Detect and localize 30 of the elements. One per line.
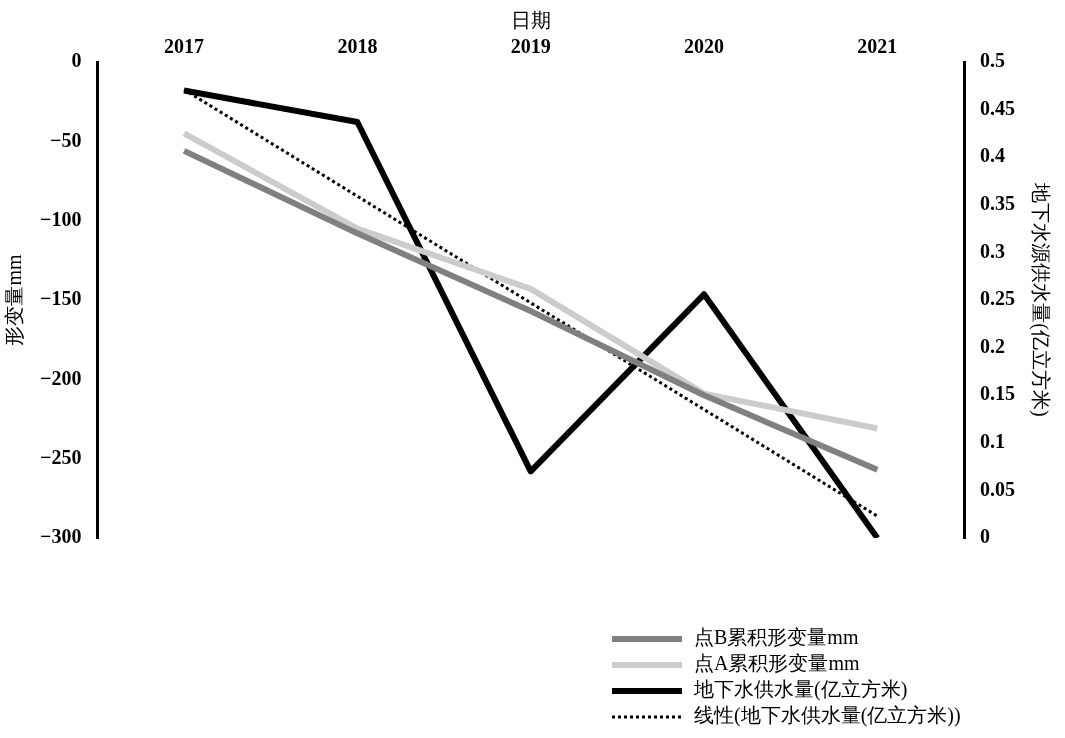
y2-tick-label: 0.15 xyxy=(980,382,1015,405)
y-tick-label: −50 xyxy=(49,128,82,151)
x-tick-label: 2020 xyxy=(684,35,725,58)
legend-label: 点A累积形变量mm xyxy=(694,652,860,675)
legend-label: 点B累积形变量mm xyxy=(694,626,859,649)
y2-axis-title: 地下水源供水量(亿立方米) xyxy=(1028,182,1052,417)
y-tick-label: −250 xyxy=(39,445,82,468)
y2-tick-label: 0.35 xyxy=(980,191,1015,214)
y2-tick-label: 0.05 xyxy=(980,477,1015,500)
x-axis-title: 日期 xyxy=(510,9,551,32)
y2-tick-label: 0.45 xyxy=(980,96,1015,119)
y2-tick-label: 0.1 xyxy=(980,429,1005,452)
y-axis-title: 形变量mm xyxy=(3,254,26,346)
x-tick-label: 2019 xyxy=(510,35,551,58)
y-tick-label: 0 xyxy=(71,49,82,72)
y2-tick-label: 0.4 xyxy=(980,144,1005,167)
y2-tick-label: 0.5 xyxy=(980,49,1005,72)
y2-tick-label: 0.25 xyxy=(980,287,1015,310)
y-tick-label: −100 xyxy=(39,207,82,230)
y2-tick-label: 0 xyxy=(980,525,990,548)
y2-tick-label: 0.2 xyxy=(980,334,1005,357)
x-tick-label: 2017 xyxy=(164,35,205,58)
y2-tick-label: 0.3 xyxy=(980,239,1005,262)
y-tick-label: −300 xyxy=(39,525,82,548)
legend-label: 线性(地下水供水量(亿立方米)) xyxy=(694,704,961,728)
x-tick-label: 2018 xyxy=(337,35,378,58)
y-tick-label: −200 xyxy=(39,366,82,389)
x-tick-label: 2021 xyxy=(857,35,898,58)
legend-label: 地下水供水量(亿立方米) xyxy=(693,678,908,702)
y-tick-label: −150 xyxy=(39,287,82,310)
